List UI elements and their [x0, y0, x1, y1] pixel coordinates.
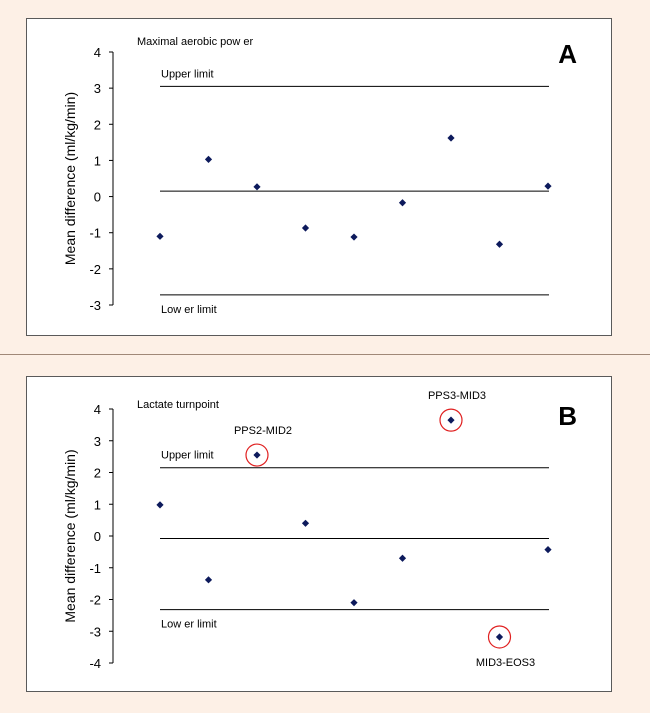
- chart-a-y-tick-label: 3: [94, 81, 101, 96]
- chart-a-panel-letter: A: [558, 39, 577, 69]
- panel-separator: [0, 354, 650, 355]
- chart-b-y-tick-label: -4: [89, 656, 101, 671]
- chart-a-data-point: [350, 233, 358, 241]
- chart-b-data-point: [204, 576, 213, 584]
- chart-b-title: Lactate turnpoint: [137, 399, 219, 411]
- chart-b-panel-letter: B: [558, 401, 577, 431]
- chart-b-lower-limit-label: Low er limit: [161, 619, 217, 631]
- chart-a-y-axis-label: Mean difference (ml/kg/min): [62, 92, 78, 265]
- chart-a-upper-limit-label: Upper limit: [161, 68, 214, 80]
- chart-b-data-point: [447, 416, 455, 424]
- chart-b-y-tick-label: 4: [94, 402, 101, 417]
- chart-b-point-annotation: MID3-EOS3: [476, 657, 535, 669]
- chart-a-y-tick-label: -3: [89, 298, 101, 313]
- chart-b-data-point: [253, 451, 261, 459]
- chart-b-highlight-circle: [487, 625, 512, 649]
- chart-panel-a: 4 3 2 1 0 -1 -2 -3 Mean difference (ml/kg/min) Ma…: [26, 18, 612, 336]
- chart-a-data-point: [204, 155, 213, 163]
- chart-b-y-tick-label: -2: [89, 593, 101, 608]
- chart-b-data-point: [301, 519, 310, 527]
- chart-b-data-point: [350, 599, 358, 607]
- chart-b-y-tick-label: 3: [94, 434, 101, 449]
- chart-a-title: Maximal aerobic pow er: [137, 36, 253, 48]
- chart-a-lower-limit-label: Low er limit: [161, 304, 217, 316]
- chart-b-highlight-circle: [245, 443, 269, 467]
- chart-b-y-tick-label: 1: [94, 497, 101, 512]
- chart-a-data-point: [156, 232, 164, 240]
- chart-b-y-tick-label: -1: [89, 561, 101, 576]
- chart-a-y-tick-label: 2: [94, 117, 101, 132]
- chart-panel-b: 4 3 2 1 0 -1 -2 -3 -4 Mean difference (ml/kg/min)…: [26, 376, 612, 692]
- chart-b-svg: 4 3 2 1 0 -1 -2 -3 -4 Mean difference (ml/kg/min)…: [62, 390, 577, 671]
- chart-b-y-tick-label: 0: [94, 529, 101, 544]
- chart-a-data-point: [301, 224, 310, 232]
- chart-a-data-point: [495, 240, 504, 248]
- chart-b-point-annotation: PPS3-MID3: [428, 390, 486, 402]
- chart-b-y-axis-label: Mean difference (ml/kg/min): [62, 449, 78, 622]
- chart-a-y-tick-label: 1: [94, 153, 101, 168]
- chart-a-y-tick-label: -2: [89, 262, 101, 277]
- chart-a-data-point: [447, 134, 455, 142]
- chart-a-data-point: [253, 183, 261, 191]
- chart-b-data-point: [156, 501, 164, 509]
- chart-b-highlight-circle: [439, 408, 463, 432]
- chart-a-y-tick-label: 0: [94, 190, 101, 205]
- chart-b-data-point: [398, 554, 407, 562]
- chart-b-y-tick-label: 2: [94, 466, 101, 481]
- chart-a-y-tick-label: -1: [89, 226, 101, 241]
- chart-b-data-point: [544, 546, 552, 554]
- chart-b-upper-limit-label: Upper limit: [161, 450, 214, 462]
- chart-a-data-point: [544, 182, 552, 190]
- chart-b-y-tick-label: -3: [89, 624, 101, 639]
- chart-a-data-point: [398, 199, 407, 207]
- chart-b-data-point: [495, 633, 504, 641]
- chart-a-y-tick-label: 4: [94, 45, 101, 60]
- chart-b-point-annotation: PPS2-MID2: [234, 425, 292, 437]
- chart-a-svg: 4 3 2 1 0 -1 -2 -3 Mean difference (ml/kg/min) Ma…: [62, 36, 577, 316]
